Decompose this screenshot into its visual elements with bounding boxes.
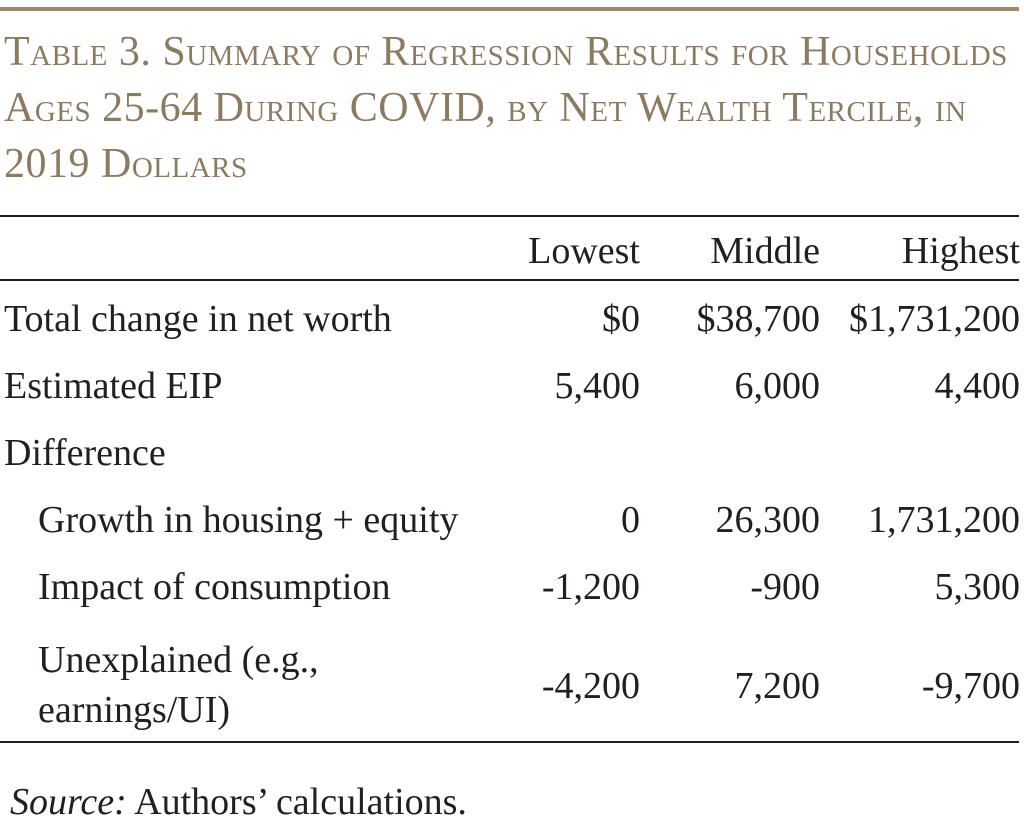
cell-growth-lowest: 0: [621, 499, 640, 541]
row-label-growth-housing-equity: Growth in housing + equity: [38, 499, 459, 541]
source-text: Authors’ calculations.: [126, 781, 467, 823]
cell-unexplained-highest: -9,700: [921, 665, 1020, 707]
cell-unexplained-lowest: -4,200: [541, 665, 640, 707]
table-bottom-rule: [0, 741, 1019, 743]
table-title: Table 3. Summary of Regression Results f…: [4, 29, 1008, 187]
row-label-estimated-eip: Estimated EIP: [4, 365, 223, 407]
cell-total-change-highest: $1,731,200: [849, 298, 1020, 340]
cell-eip-lowest: 5,400: [554, 365, 641, 407]
row-label-total-change: Total change in net worth: [4, 298, 392, 340]
row-label-unexplained: Unexplained (e.g., earnings/UI): [38, 639, 319, 731]
row-label-difference: Difference: [4, 432, 166, 474]
cell-consumption-middle: -900: [750, 566, 820, 608]
header-rule: [0, 279, 1019, 281]
cell-consumption-highest: 5,300: [934, 566, 1021, 608]
table-top-rule: [0, 215, 1019, 217]
cell-eip-middle: 6,000: [734, 365, 821, 407]
cell-growth-highest: 1,731,200: [868, 499, 1020, 541]
row-label-impact-consumption: Impact of consumption: [38, 566, 391, 608]
column-header-highest: Highest: [901, 230, 1020, 272]
cell-growth-middle: 26,300: [715, 499, 821, 541]
cell-eip-highest: 4,400: [934, 365, 1021, 407]
cell-total-change-middle: $38,700: [696, 298, 821, 340]
source-note: Source: Authors’ calculations.: [10, 780, 467, 824]
column-header-lowest: Lowest: [528, 230, 640, 272]
source-label: Source:: [10, 781, 127, 823]
top-rule: [0, 7, 1019, 11]
cell-total-change-lowest: $0: [602, 298, 640, 340]
cell-unexplained-middle: 7,200: [734, 665, 821, 707]
cell-consumption-lowest: -1,200: [541, 566, 640, 608]
column-header-middle: Middle: [710, 230, 820, 272]
